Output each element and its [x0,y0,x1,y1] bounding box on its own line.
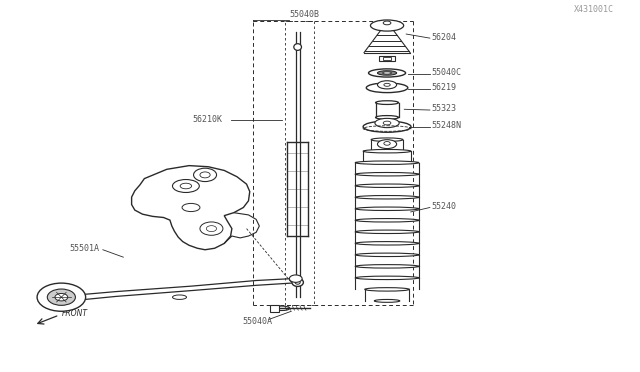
Ellipse shape [384,83,390,86]
Text: 56204: 56204 [432,32,457,42]
Ellipse shape [371,20,404,31]
Ellipse shape [365,288,410,291]
Ellipse shape [376,101,399,105]
Ellipse shape [294,44,301,50]
Text: 55040C: 55040C [432,68,461,77]
Ellipse shape [355,219,419,222]
Ellipse shape [355,276,419,280]
Circle shape [206,226,216,232]
Ellipse shape [383,121,391,125]
Ellipse shape [375,118,399,128]
Ellipse shape [355,196,419,199]
Ellipse shape [355,184,419,187]
Ellipse shape [173,295,186,299]
Text: 56210K: 56210K [192,115,222,124]
Circle shape [193,168,216,182]
Text: 55040A: 55040A [242,317,272,326]
Text: 55040B: 55040B [289,10,319,19]
Circle shape [37,283,86,311]
Ellipse shape [355,161,419,164]
Ellipse shape [376,116,399,119]
Ellipse shape [378,140,397,148]
Bar [379,56,396,61]
Ellipse shape [384,141,390,145]
Ellipse shape [295,280,300,284]
Bar [383,57,391,60]
Text: 55240: 55240 [432,202,457,211]
Circle shape [200,172,210,178]
Circle shape [289,275,302,282]
Circle shape [55,294,68,301]
Ellipse shape [355,173,419,176]
Ellipse shape [378,81,397,89]
Bar [270,305,279,312]
Ellipse shape [383,21,391,25]
Text: FRONT: FRONT [61,309,88,318]
Text: X431001C: X431001C [574,5,614,14]
Ellipse shape [383,72,392,74]
Ellipse shape [173,180,199,192]
Ellipse shape [274,306,290,311]
Text: 55248N: 55248N [432,122,461,131]
Circle shape [47,289,76,305]
Text: 55323: 55323 [432,104,457,113]
Circle shape [200,222,223,235]
Text: 56219: 56219 [432,83,457,92]
Ellipse shape [355,264,419,268]
Ellipse shape [182,203,200,212]
Ellipse shape [371,138,403,141]
Ellipse shape [366,83,408,93]
Ellipse shape [355,230,419,234]
Ellipse shape [363,121,411,132]
Ellipse shape [355,253,419,257]
Ellipse shape [180,183,191,189]
Ellipse shape [355,241,419,245]
Ellipse shape [292,278,303,286]
Ellipse shape [369,69,406,77]
Ellipse shape [355,207,419,211]
Ellipse shape [378,71,397,75]
Text: 55501A: 55501A [70,244,100,253]
Ellipse shape [374,299,400,302]
Ellipse shape [363,150,411,153]
